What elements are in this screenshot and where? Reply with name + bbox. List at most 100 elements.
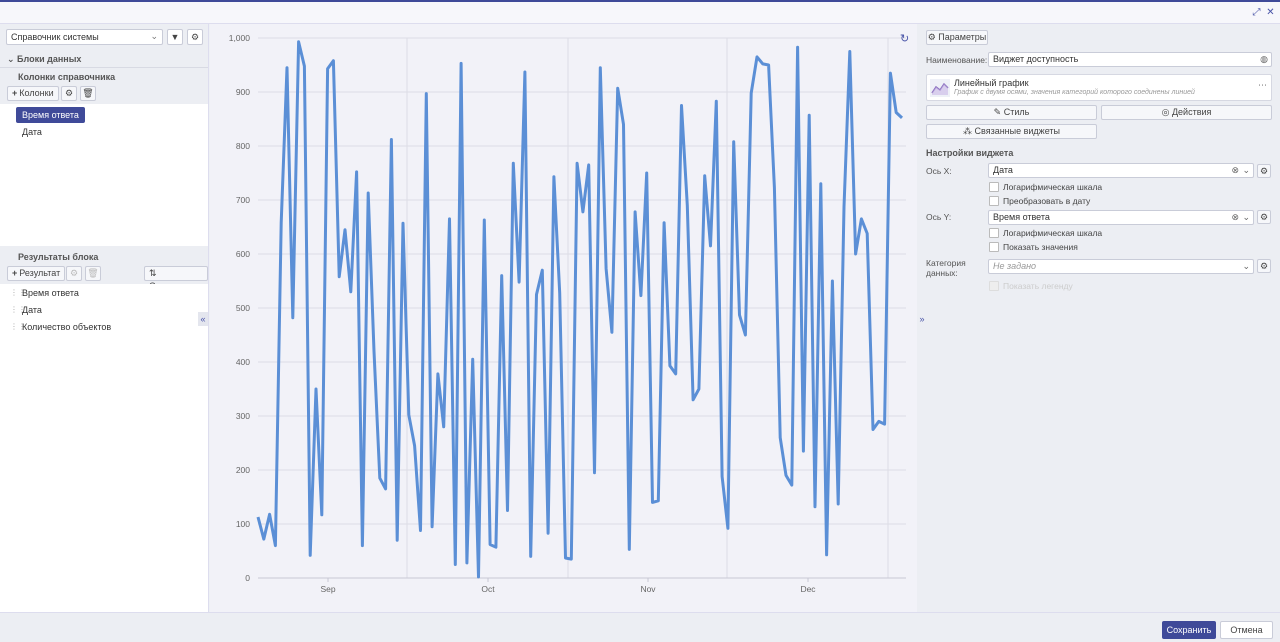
delete-result-button[interactable]: 🗑 — [85, 266, 101, 281]
y-tick-label: 800 — [236, 141, 250, 151]
cancel-button[interactable]: Отмена — [1220, 621, 1273, 639]
add-column-button[interactable]: + Колонки — [7, 86, 59, 101]
chevron-down-icon: ⌄ — [1242, 165, 1250, 175]
params-label: Параметры — [938, 32, 987, 42]
filter-button[interactable]: ▼ — [167, 29, 183, 45]
collapse-left-button[interactable]: « — [198, 312, 208, 326]
restore-icon[interactable]: ⤢ — [1252, 7, 1261, 18]
chevron-down-icon: ⌄ — [1242, 261, 1250, 271]
sort-button[interactable]: ⇅ Сортировка — [144, 266, 208, 291]
results-list: ⋮⋮ Время ответа ⋮⋮ Дата ⋮⋮ Количество об… — [0, 284, 208, 612]
category-settings-button[interactable]: ⚙ — [1257, 259, 1271, 273]
actions-button[interactable]: ◎ Действия — [1101, 105, 1272, 120]
globe-icon[interactable]: ◍ — [1260, 54, 1268, 64]
gear-icon: ⚙ — [927, 32, 939, 42]
style-button[interactable]: ✎ Стиль — [926, 105, 1097, 120]
save-button[interactable]: Сохранить — [1162, 621, 1216, 639]
y-tick-label: 200 — [236, 465, 250, 475]
chevron-down-icon: ⌄ — [7, 54, 18, 64]
series-line — [256, 40, 904, 579]
name-input[interactable]: Виджет доступность ◍ — [988, 52, 1272, 67]
x-axis-settings-button[interactable]: ⚙ — [1257, 164, 1271, 178]
add-column-label: Колонки — [19, 88, 54, 98]
column-settings-button[interactable]: ⚙ — [61, 86, 77, 101]
actions-label: Действия — [1171, 107, 1212, 117]
plus-icon: + — [12, 88, 18, 98]
window-title-bar: ⤢ ✕ — [0, 0, 1280, 24]
name-value: Виджет доступность — [993, 54, 1079, 64]
y-show-label: Показать значения — [1003, 242, 1078, 252]
x-axis-label: Ось X: — [926, 166, 952, 176]
refresh-icon[interactable]: ↻ — [900, 33, 910, 45]
style-label: Стиль — [1003, 107, 1030, 117]
category-label: Категория данных: — [926, 258, 966, 278]
expand-right-button[interactable]: » — [917, 312, 927, 326]
columns-title: Колонки справочника — [18, 72, 116, 82]
x-tick-label: Sep — [320, 584, 335, 594]
y-tick-label: 500 — [236, 303, 250, 313]
gear-icon: ⚙ — [69, 268, 79, 278]
drag-handle-icon[interactable]: ⋮⋮ — [10, 288, 26, 297]
name-label: Наименование: — [926, 55, 988, 65]
legend-label: Показать легенду — [1003, 281, 1073, 291]
y-show-checkbox[interactable] — [989, 242, 999, 252]
brush-icon: ✎ — [993, 107, 1004, 117]
delete-column-button[interactable]: 🗑 — [80, 86, 96, 101]
data-blocks-header[interactable]: ⌄ Блоки данных — [7, 54, 81, 65]
chevron-right-icon: » — [919, 314, 925, 324]
footer-bar: Сохранить Отмена — [0, 612, 1280, 642]
y-tick-label: 400 — [236, 357, 250, 367]
result-item[interactable]: Дата — [22, 305, 42, 315]
clear-icon[interactable]: ⊗ — [1231, 165, 1239, 175]
result-item[interactable]: Количество объектов — [22, 322, 112, 332]
drag-handle-icon[interactable]: ⋮⋮ — [10, 305, 26, 314]
close-icon[interactable]: ✕ — [1266, 7, 1275, 18]
legend-checkbox[interactable] — [989, 281, 999, 291]
sort-icon: ⇅ — [149, 268, 157, 278]
clear-icon[interactable]: ⊗ — [1231, 212, 1239, 222]
y-log-checkbox[interactable] — [989, 228, 999, 238]
y-axis-settings-button[interactable]: ⚙ — [1257, 210, 1271, 224]
gear-icon: ⚙ — [1259, 212, 1269, 222]
chart-type-title: Линейный график — [954, 78, 1029, 88]
drag-handle-icon[interactable]: ⋮⋮ — [10, 322, 26, 331]
add-result-button[interactable]: + Результат — [7, 266, 66, 281]
gear-icon: ⚙ — [1259, 166, 1269, 176]
columns-list: Время ответа Дата — [0, 104, 208, 246]
settings-button[interactable]: ⚙ — [187, 29, 203, 45]
x-tick-label: Nov — [640, 584, 656, 594]
chevron-down-icon: ⌄ — [150, 31, 158, 41]
left-panel: Справочник системы ⌄ ▼ ⚙ ⌄ Блоки данных … — [0, 24, 209, 612]
x-date-label: Преобразовать в дату — [1003, 196, 1091, 206]
chevron-down-icon: ⌄ — [1242, 212, 1250, 222]
add-result-label: Результат — [19, 268, 61, 278]
data-blocks-title: Блоки данных — [17, 54, 82, 64]
source-select[interactable]: Справочник системы ⌄ — [6, 29, 163, 45]
chart-type-desc: График с двумя осями, значения категорий… — [954, 89, 1195, 96]
more-icon[interactable]: ⋯ — [1258, 80, 1267, 90]
y-tick-label: 300 — [236, 411, 250, 421]
y-log-label: Логарифмическая шкала — [1003, 228, 1103, 238]
result-settings-button[interactable]: ⚙ — [66, 266, 82, 281]
x-axis-select[interactable]: Дата ⊗ ⌄ — [988, 163, 1254, 178]
y-axis-value: Время ответа — [993, 212, 1050, 222]
linked-widgets-button[interactable]: ⁂ Связанные виджеты — [926, 124, 1097, 139]
y-tick-label: 100 — [236, 519, 250, 529]
source-select-value: Справочник системы — [11, 32, 99, 42]
result-item[interactable]: Время ответа — [22, 288, 79, 298]
x-log-checkbox[interactable] — [989, 182, 999, 192]
x-date-checkbox[interactable] — [989, 196, 999, 206]
y-tick-label: 0 — [245, 573, 250, 583]
y-axis-select[interactable]: Время ответа ⊗ ⌄ — [988, 210, 1254, 225]
chart-type-card[interactable]: Линейный график График с двумя осями, зн… — [926, 74, 1272, 101]
chart-area: 0 100 200 300 400 500 600 700 800 900 1,000 Sep Oct N… — [210, 24, 917, 612]
gear-icon: ⚙ — [190, 32, 200, 42]
category-select[interactable]: Не задано ⌄ — [988, 259, 1254, 274]
y-tick-label: 600 — [236, 249, 250, 259]
settings-title: Настройки виджета — [926, 148, 1014, 158]
column-item[interactable]: Дата — [22, 127, 42, 137]
line-chart: 0 100 200 300 400 500 600 700 800 900 1,000 Sep Oct N… — [229, 33, 906, 594]
column-item[interactable]: Время ответа — [16, 107, 85, 123]
params-button[interactable]: ⚙ Параметры — [926, 30, 988, 45]
link-icon: ⁂ — [963, 126, 975, 136]
